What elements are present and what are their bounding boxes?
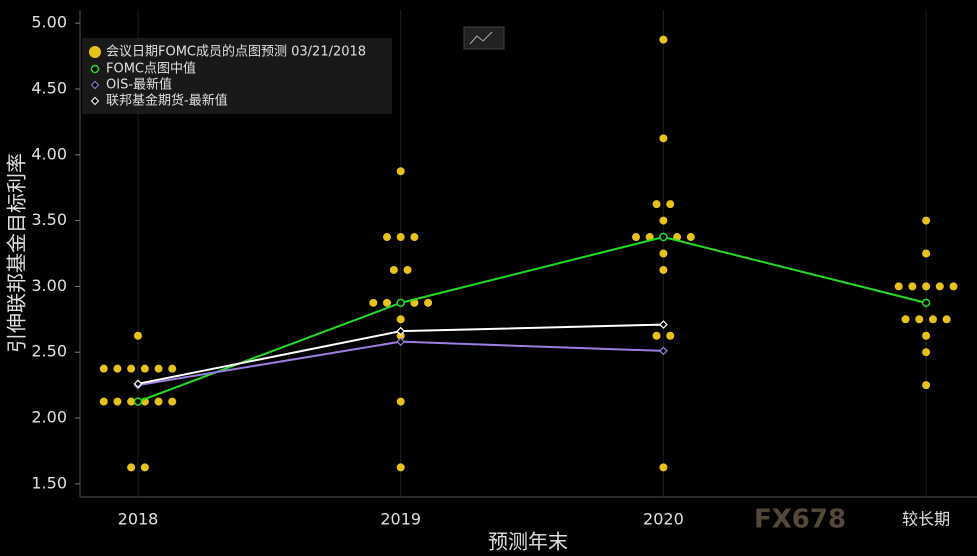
y-axis-title: 引伸联邦基金目标利率 xyxy=(5,153,29,353)
dot xyxy=(383,298,391,307)
dot xyxy=(935,282,944,291)
dot xyxy=(127,397,136,406)
y-tick-label: 4.00 xyxy=(31,144,67,163)
dot xyxy=(168,397,177,406)
dot xyxy=(922,331,931,340)
point-marker xyxy=(396,326,406,336)
median-marker xyxy=(396,298,405,308)
median-marker xyxy=(921,298,931,308)
dot xyxy=(168,364,177,373)
y-tick-label: 1.50 xyxy=(31,473,67,492)
dot xyxy=(113,397,122,406)
x-tick-label: 较长期 xyxy=(902,510,950,529)
dot xyxy=(686,233,695,242)
dot xyxy=(922,348,931,357)
dot xyxy=(396,167,405,176)
dot xyxy=(908,282,917,291)
dot xyxy=(922,381,931,390)
point-marker xyxy=(659,346,668,356)
dot xyxy=(410,233,419,242)
dot xyxy=(922,216,931,225)
dot xyxy=(659,265,668,274)
chart-type-icon xyxy=(469,31,493,45)
dot xyxy=(424,298,433,307)
x-tick-label: 2020 xyxy=(643,510,684,529)
point-marker xyxy=(659,320,668,329)
legend-label: 联邦基金期货-最新值 xyxy=(106,93,228,109)
dot xyxy=(396,463,405,472)
dot xyxy=(652,200,661,209)
legend-symbol xyxy=(90,96,100,106)
dot xyxy=(154,397,163,406)
series-line xyxy=(137,236,927,403)
y-tick-label: 2.50 xyxy=(31,342,67,361)
median-marker xyxy=(133,397,143,406)
y-tick-label: 3.00 xyxy=(31,276,67,295)
legend-label: OIS-最新值 xyxy=(106,77,172,93)
dot xyxy=(99,364,108,373)
dot xyxy=(154,364,163,373)
dot xyxy=(134,331,142,340)
dot xyxy=(942,315,951,324)
legend-symbol xyxy=(90,80,100,90)
dot xyxy=(127,463,136,472)
y-tick-label: 4.50 xyxy=(31,78,67,97)
point-marker xyxy=(396,337,406,347)
y-tick-label: 2.00 xyxy=(31,408,67,427)
dot xyxy=(369,298,378,307)
legend-symbol xyxy=(90,64,100,74)
legend-label: FOMC点图中值 xyxy=(106,61,196,77)
dot xyxy=(403,265,412,274)
median-marker xyxy=(659,232,668,242)
dot xyxy=(99,397,108,406)
x-axis-title: 预测年末 xyxy=(488,530,568,554)
legend-box xyxy=(82,38,392,114)
dot xyxy=(140,463,149,472)
dot xyxy=(113,364,122,373)
legend-label: 会议日期FOMC成员的点图预测 03/21/2018 xyxy=(106,44,366,60)
dot xyxy=(901,315,910,324)
dot xyxy=(396,233,405,242)
dot xyxy=(396,397,405,406)
dot xyxy=(396,331,405,340)
dot xyxy=(928,315,937,324)
dot xyxy=(922,249,931,258)
legend-symbol xyxy=(89,46,101,58)
dot xyxy=(659,134,668,143)
dot xyxy=(127,364,136,373)
dot xyxy=(666,331,675,340)
dot xyxy=(659,216,668,225)
y-tick-label: 5.00 xyxy=(31,13,67,32)
dot xyxy=(659,249,668,258)
point-marker xyxy=(133,379,143,389)
dot xyxy=(652,331,661,340)
y-tick-label: 3.50 xyxy=(31,210,67,229)
dot xyxy=(140,364,149,373)
dot xyxy=(396,315,405,324)
dot xyxy=(894,282,903,291)
dot xyxy=(659,35,668,44)
dot xyxy=(383,233,391,242)
dot xyxy=(659,463,668,472)
x-tick-label: 2019 xyxy=(380,510,421,529)
dot xyxy=(666,200,675,209)
dot xyxy=(922,282,931,291)
dot xyxy=(389,265,398,274)
dot xyxy=(915,315,924,324)
watermark: FX678 xyxy=(754,505,846,535)
x-tick-label: 2018 xyxy=(118,510,159,529)
chart-type-button[interactable] xyxy=(463,26,505,50)
dot xyxy=(949,282,958,291)
dot xyxy=(632,233,640,242)
